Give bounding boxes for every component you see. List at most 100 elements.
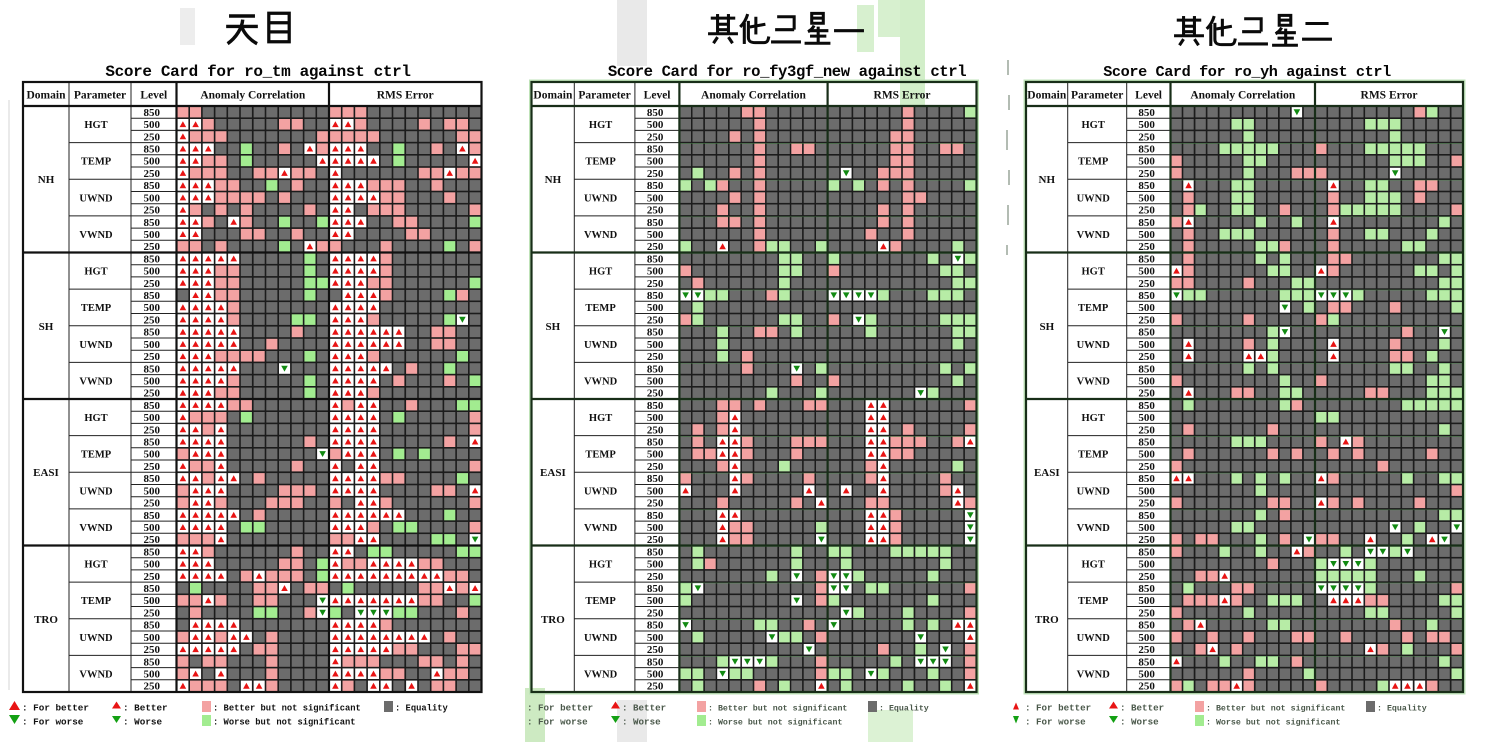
svg-text:: For better: : For better xyxy=(22,703,89,714)
svg-text:TEMP: TEMP xyxy=(1078,450,1109,461)
svg-text:250: 250 xyxy=(647,205,664,217)
svg-text:VWND: VWND xyxy=(79,523,113,534)
svg-text:SH: SH xyxy=(39,321,54,333)
svg-text:250: 250 xyxy=(647,461,664,473)
svg-text:TEMP: TEMP xyxy=(81,596,112,607)
svg-text:Parameter: Parameter xyxy=(1071,90,1123,102)
svg-text:NH: NH xyxy=(38,174,55,186)
svg-text:: Equality: : Equality xyxy=(879,704,929,714)
svg-text:Level: Level xyxy=(1135,90,1162,102)
svg-text:850: 850 xyxy=(1138,437,1155,449)
svg-text:500: 500 xyxy=(144,229,161,241)
svg-text:HGT: HGT xyxy=(589,560,612,571)
svg-text:Domain: Domain xyxy=(27,90,67,102)
svg-text:250: 250 xyxy=(1138,241,1155,253)
svg-text:500: 500 xyxy=(144,669,161,681)
svg-text:UWND: UWND xyxy=(79,486,113,497)
svg-text:250: 250 xyxy=(144,424,161,436)
svg-text:500: 500 xyxy=(144,485,161,497)
svg-text:Level: Level xyxy=(644,90,671,102)
svg-text:850: 850 xyxy=(647,583,664,595)
svg-text:500: 500 xyxy=(647,632,664,644)
svg-text:HGT: HGT xyxy=(589,267,612,278)
svg-text:Anomaly Correlation: Anomaly Correlation xyxy=(701,90,806,102)
svg-text:850: 850 xyxy=(144,620,161,632)
svg-text:500: 500 xyxy=(647,595,664,607)
svg-text:: Better but not significant: : Better but not significant xyxy=(213,704,361,714)
svg-text:500: 500 xyxy=(647,559,664,571)
svg-text:500: 500 xyxy=(1138,119,1155,131)
svg-text:HGT: HGT xyxy=(1082,560,1105,571)
svg-text:850: 850 xyxy=(144,107,161,119)
svg-text:250: 250 xyxy=(1138,314,1155,326)
svg-text:250: 250 xyxy=(144,681,161,693)
svg-text:250: 250 xyxy=(144,571,161,583)
svg-text:TEMP: TEMP xyxy=(1078,303,1109,314)
svg-text:UWND: UWND xyxy=(584,486,618,497)
svg-text:: For better: : For better xyxy=(527,703,593,714)
svg-text:250: 250 xyxy=(144,168,161,180)
svg-text:UWND: UWND xyxy=(1077,193,1111,204)
svg-text:850: 850 xyxy=(1138,144,1155,156)
svg-text:500: 500 xyxy=(647,485,664,497)
svg-text:850: 850 xyxy=(144,546,161,558)
svg-text:EASI: EASI xyxy=(540,467,566,479)
svg-text:VWND: VWND xyxy=(79,230,113,241)
svg-text:250: 250 xyxy=(1138,571,1155,583)
svg-text:500: 500 xyxy=(1138,559,1155,571)
svg-text:UWND: UWND xyxy=(584,340,618,351)
svg-text:500: 500 xyxy=(144,522,161,534)
svg-text:850: 850 xyxy=(1138,107,1155,119)
svg-text:500: 500 xyxy=(144,156,161,168)
svg-text:850: 850 xyxy=(144,144,161,156)
svg-text:250: 250 xyxy=(647,534,664,546)
svg-text:: Worse: : Worse xyxy=(622,717,661,728)
svg-text:500: 500 xyxy=(1138,485,1155,497)
svg-text:TEMP: TEMP xyxy=(585,303,616,314)
svg-text:850: 850 xyxy=(144,656,161,668)
svg-text:TEMP: TEMP xyxy=(1078,596,1109,607)
svg-text:TEMP: TEMP xyxy=(585,450,616,461)
svg-text:250: 250 xyxy=(647,498,664,510)
svg-text:: Worse but not significant: : Worse but not significant xyxy=(1206,718,1340,728)
svg-text:850: 850 xyxy=(1138,583,1155,595)
svg-text:250: 250 xyxy=(647,388,664,400)
svg-text:250: 250 xyxy=(647,278,664,290)
svg-text:250: 250 xyxy=(647,241,664,253)
svg-text:250: 250 xyxy=(1138,607,1155,619)
svg-text:RMS Error: RMS Error xyxy=(377,90,434,102)
svg-text:UWND: UWND xyxy=(584,193,618,204)
svg-text:500: 500 xyxy=(1138,266,1155,278)
svg-text:250: 250 xyxy=(144,314,161,326)
svg-text:VWND: VWND xyxy=(1077,523,1111,534)
svg-text:500: 500 xyxy=(144,192,161,204)
svg-text:: For worse: : For worse xyxy=(22,717,84,728)
svg-text:850: 850 xyxy=(647,144,664,156)
svg-text:250: 250 xyxy=(144,278,161,290)
svg-text:500: 500 xyxy=(1138,449,1155,461)
svg-text:500: 500 xyxy=(144,449,161,461)
svg-text:850: 850 xyxy=(144,180,161,192)
svg-text:500: 500 xyxy=(144,412,161,424)
svg-text:250: 250 xyxy=(144,461,161,473)
svg-text:Anomaly Correlation: Anomaly Correlation xyxy=(200,90,305,102)
svg-text:500: 500 xyxy=(647,412,664,424)
svg-text:850: 850 xyxy=(647,107,664,119)
svg-text:250: 250 xyxy=(144,351,161,363)
svg-text:: For better: : For better xyxy=(1025,703,1091,714)
svg-text:: Better but not significant: : Better but not significant xyxy=(1206,704,1345,714)
svg-text:850: 850 xyxy=(144,253,161,265)
svg-text:500: 500 xyxy=(1138,156,1155,168)
svg-text:250: 250 xyxy=(1138,278,1155,290)
svg-text:: For worse: : For worse xyxy=(1025,717,1086,728)
svg-text:250: 250 xyxy=(144,644,161,656)
svg-text:850: 850 xyxy=(647,546,664,558)
svg-text:250: 250 xyxy=(647,424,664,436)
svg-text:HGT: HGT xyxy=(84,267,107,278)
svg-text:850: 850 xyxy=(647,510,664,522)
svg-text:NH: NH xyxy=(545,174,562,186)
svg-text:250: 250 xyxy=(1138,168,1155,180)
svg-text:VWND: VWND xyxy=(79,670,113,681)
svg-text:500: 500 xyxy=(647,266,664,278)
svg-text:SH: SH xyxy=(1039,321,1054,333)
